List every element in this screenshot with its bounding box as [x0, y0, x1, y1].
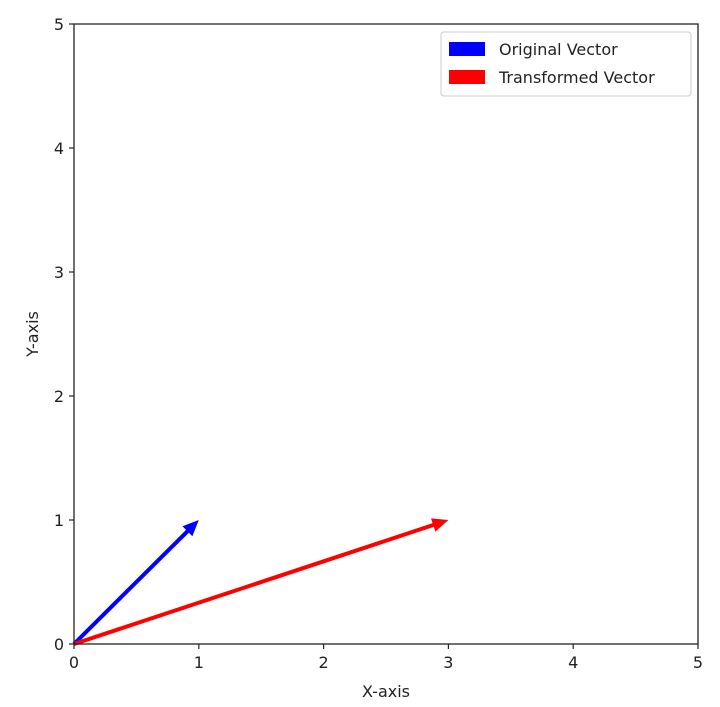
- legend-swatch: [449, 70, 485, 84]
- y-tick-label: 5: [54, 15, 64, 34]
- y-axis-label: Y-axis: [23, 311, 42, 358]
- x-tick-label: 2: [319, 653, 329, 672]
- x-tick-label: 0: [69, 653, 79, 672]
- x-tick-label: 4: [568, 653, 578, 672]
- y-tick-label: 4: [54, 139, 64, 158]
- legend-label: Original Vector: [499, 40, 618, 59]
- x-axis-ticks: 0 1 2 3 4 5: [69, 644, 703, 672]
- x-tick-label: 3: [443, 653, 453, 672]
- plot-frame: [73, 23, 699, 645]
- legend: Original Vector Transformed Vector: [440, 31, 692, 97]
- transformed-vector-arrow: [73, 518, 449, 646]
- legend-label: Transformed Vector: [498, 68, 655, 87]
- legend-box: [440, 31, 692, 97]
- y-tick-label: 0: [54, 635, 64, 654]
- y-tick-label: 1: [54, 511, 64, 530]
- original-vector-arrow: [72, 520, 199, 646]
- x-tick-label: 5: [693, 653, 703, 672]
- x-axis-label: X-axis: [362, 682, 410, 701]
- y-tick-label: 3: [54, 263, 64, 282]
- vectors-layer: [72, 518, 449, 646]
- legend-items: Original Vector Transformed Vector: [449, 40, 655, 87]
- y-tick-label: 2: [54, 387, 64, 406]
- y-axis-ticks: 0 1 2 3 4 5: [54, 15, 74, 654]
- x-tick-label: 1: [194, 653, 204, 672]
- legend-swatch: [449, 42, 485, 56]
